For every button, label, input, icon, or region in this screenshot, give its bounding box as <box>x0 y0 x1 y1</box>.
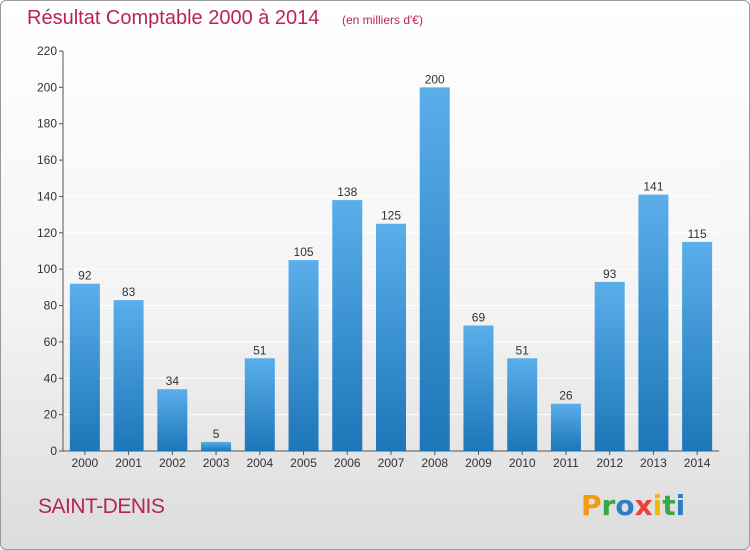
data-label: 115 <box>688 227 707 241</box>
y-tick-label: 140 <box>37 189 57 203</box>
data-label: 93 <box>603 267 617 281</box>
logo-letter: r <box>601 489 616 522</box>
chart-subtitle: (en milliers d'€) <box>342 13 423 27</box>
data-label: 69 <box>472 311 486 325</box>
y-tick-label: 20 <box>44 408 58 422</box>
x-tick-label: 2006 <box>334 456 361 470</box>
logo-letter: i <box>652 489 663 522</box>
data-label: 141 <box>643 180 663 194</box>
y-tick-label: 120 <box>37 226 57 240</box>
x-tick-label: 2009 <box>465 456 492 470</box>
bar <box>157 389 188 451</box>
bar <box>638 194 669 452</box>
logo-letter: x <box>634 489 653 522</box>
bar <box>419 87 450 451</box>
data-label: 92 <box>78 269 92 283</box>
chart-title: Résultat Comptable 2000 à 2014 <box>27 7 320 29</box>
data-label: 200 <box>425 72 445 86</box>
x-tick-label: 2004 <box>246 456 273 470</box>
bar <box>69 283 100 451</box>
proxiti-logo: Proxiti <box>581 489 685 522</box>
y-tick-label: 200 <box>37 80 57 94</box>
bar <box>594 281 625 451</box>
bar <box>244 358 275 451</box>
logo-letter: t <box>662 489 676 522</box>
y-tick-label: 100 <box>37 262 57 276</box>
bar <box>463 325 494 451</box>
x-tick-label: 2003 <box>203 456 230 470</box>
data-label: 51 <box>253 343 267 357</box>
data-label: 125 <box>381 209 401 223</box>
bar <box>288 260 319 451</box>
y-tick-label: 160 <box>37 153 57 167</box>
x-tick-label: 2010 <box>509 456 536 470</box>
logo-letter: i <box>675 489 686 522</box>
logo-letter: o <box>615 489 635 522</box>
y-tick-label: 60 <box>44 335 58 349</box>
bar <box>201 441 232 451</box>
logo-letter: P <box>581 489 602 522</box>
data-label: 105 <box>294 245 314 259</box>
x-tick-label: 2001 <box>115 456 142 470</box>
x-tick-label: 2014 <box>684 456 711 470</box>
x-tick-label: 2000 <box>72 456 99 470</box>
y-tick-label: 80 <box>44 299 58 313</box>
data-label: 83 <box>122 285 136 299</box>
bar <box>113 300 144 451</box>
y-tick-label: 0 <box>50 444 57 458</box>
bar <box>507 358 538 451</box>
y-tick-label: 180 <box>37 117 57 131</box>
x-tick-label: 2012 <box>596 456 623 470</box>
bar <box>376 223 406 451</box>
data-label: 138 <box>337 185 357 199</box>
data-label: 26 <box>559 389 573 403</box>
x-tick-label: 2002 <box>159 456 186 470</box>
data-label: 34 <box>166 374 180 388</box>
x-tick-label: 2011 <box>553 456 579 470</box>
x-tick-label: 2008 <box>421 456 448 470</box>
bar <box>332 200 363 451</box>
plot-area: 0 20 40 60 80 100 120 140 160 180 200 220 92 2000 83 20… <box>37 44 719 470</box>
y-tick-label: 220 <box>37 44 57 58</box>
x-tick-label: 2007 <box>378 456 405 470</box>
x-tick-label: 2013 <box>640 456 667 470</box>
y-tick-label: 40 <box>44 371 58 385</box>
bar <box>682 241 713 451</box>
bar <box>550 403 581 451</box>
location-label: SAINT-DENIS <box>38 495 165 518</box>
data-label: 5 <box>213 427 220 441</box>
data-label: 51 <box>516 343 530 357</box>
x-tick-label: 2005 <box>290 456 317 470</box>
